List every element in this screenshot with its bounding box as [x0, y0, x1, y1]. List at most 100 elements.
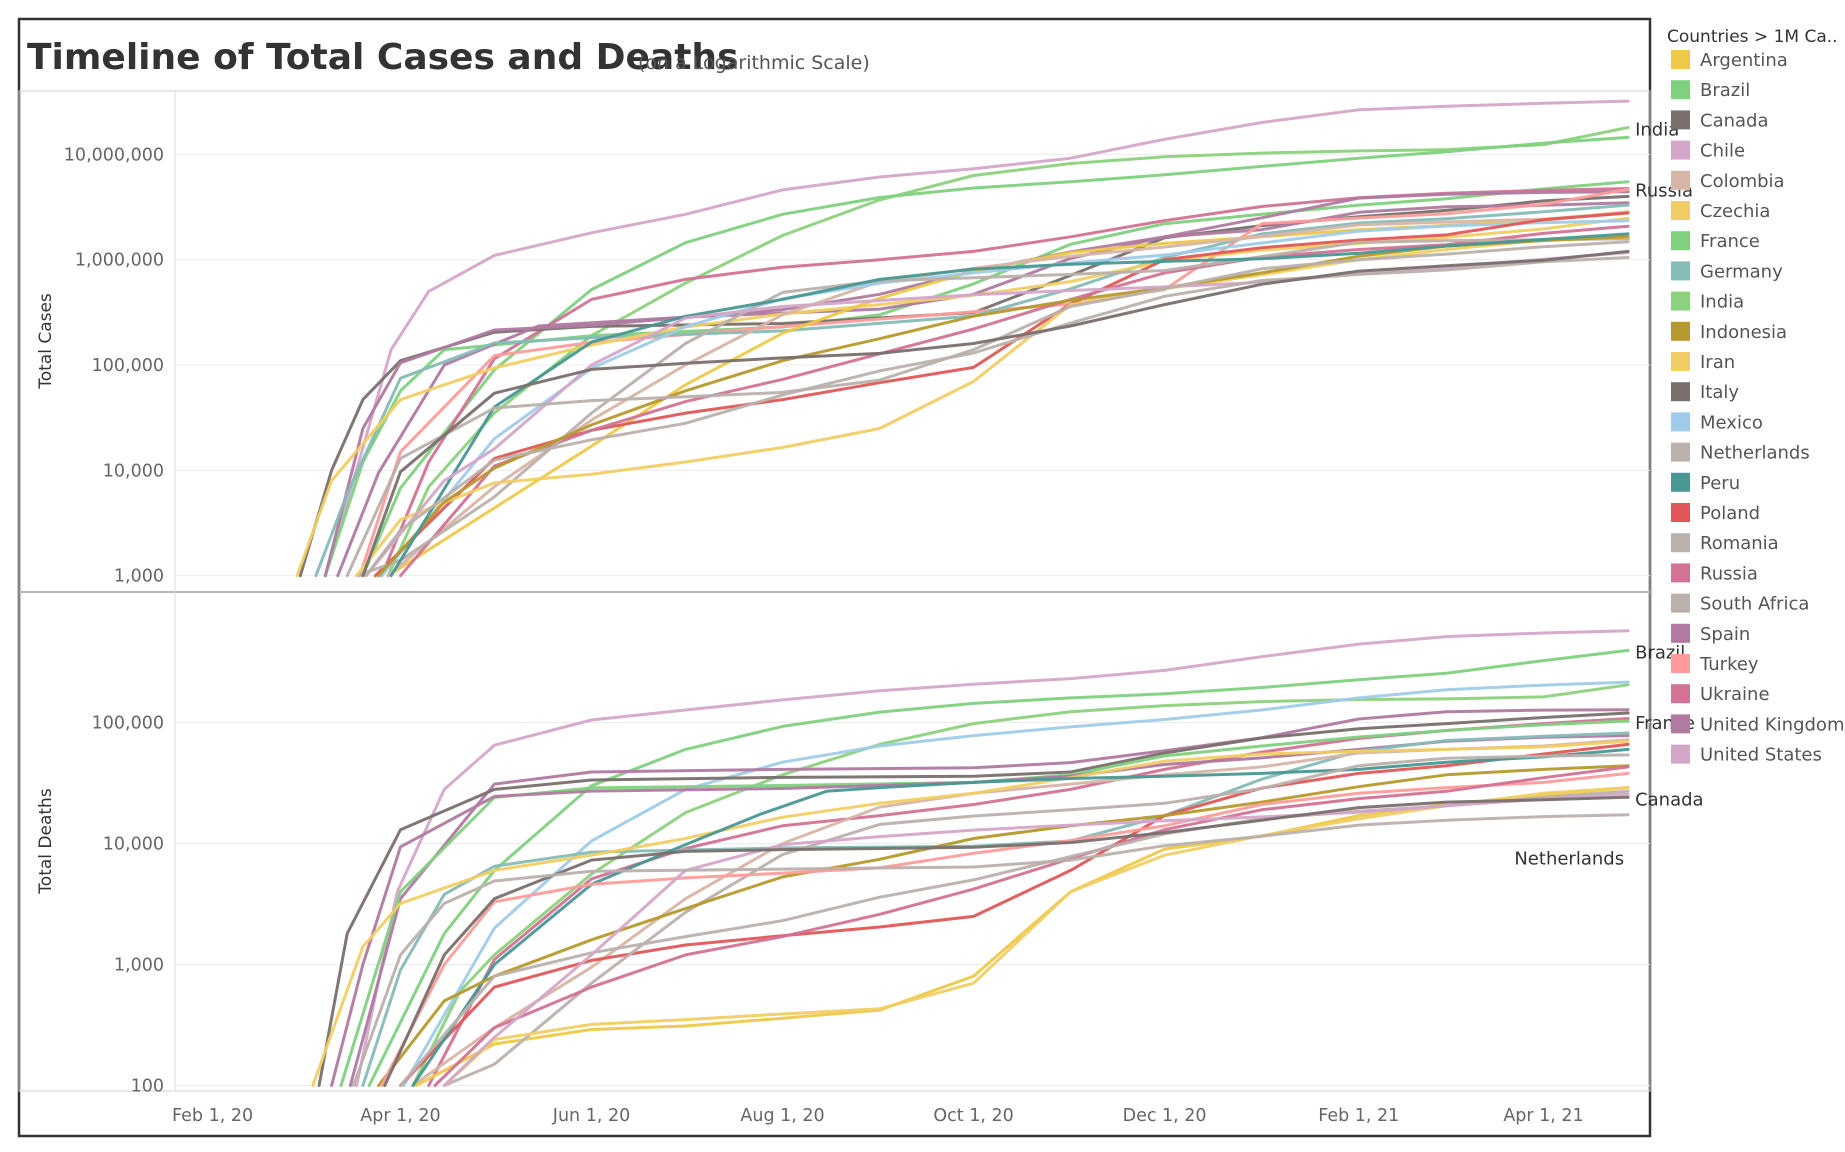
legend-swatch — [1671, 623, 1690, 643]
legend-swatch — [1671, 563, 1690, 583]
legend-item-mexico[interactable]: Mexico — [1671, 412, 1763, 433]
deaths-line-united-states — [355, 629, 1630, 1087]
deaths-line-poland — [399, 742, 1630, 1087]
cases-end-label-india: India — [1635, 120, 1679, 141]
legend-item-brazil[interactable]: Brazil — [1671, 80, 1750, 101]
deaths-y-tick-label: 10,000 — [103, 835, 164, 855]
deaths-line-italy — [317, 711, 1630, 1087]
legend-item-label: Netherlands — [1700, 443, 1810, 464]
cases-line-germany — [314, 203, 1630, 578]
x-tick-label: Aug 1, 20 — [740, 1106, 824, 1126]
deaths-gridlines — [175, 722, 1650, 1086]
cases-line-france — [323, 180, 1630, 578]
cases-y-tick-label: 100,000 — [92, 356, 164, 376]
cases-line-colombia — [386, 211, 1630, 578]
legend-item-label: Germany — [1700, 261, 1783, 282]
cases-line-south-africa — [355, 237, 1630, 578]
legend-swatch — [1671, 472, 1690, 492]
legend-swatch — [1671, 382, 1690, 402]
legend-item-spain[interactable]: Spain — [1671, 623, 1750, 645]
cases-line-netherlands — [345, 240, 1630, 578]
legend-item-poland[interactable]: Poland — [1671, 503, 1760, 524]
deaths-lines — [311, 629, 1630, 1087]
legend-title: Countries > 1M Ca.. — [1667, 27, 1838, 47]
legend-item-united-states[interactable]: United States — [1671, 744, 1822, 766]
legend-swatch — [1671, 654, 1690, 673]
cases-line-india — [386, 126, 1630, 578]
legend-item-label: United States — [1700, 745, 1822, 766]
legend: Countries > 1M Ca.. Argentina Brazil Canad… — [1667, 27, 1844, 766]
legend-swatch — [1671, 533, 1690, 553]
legend-swatch — [1671, 714, 1690, 734]
legend-swatch — [1671, 291, 1690, 311]
deaths-line-mexico — [402, 680, 1630, 1087]
legend-item-label: Peru — [1700, 473, 1740, 494]
legend-swatch — [1671, 321, 1690, 341]
legend-item-germany[interactable]: Germany — [1671, 261, 1783, 282]
legend-item-india[interactable]: India — [1671, 291, 1744, 313]
legend-swatch — [1671, 80, 1690, 100]
legend-item-united-kingdom[interactable]: United Kingdom — [1671, 714, 1844, 735]
legend-item-netherlands[interactable]: Netherlands — [1671, 442, 1810, 464]
legend-item-label: Spain — [1700, 624, 1750, 645]
dashboard-title: Timeline of Total Cases and Deaths — [27, 37, 739, 78]
deaths-line-south-africa — [442, 753, 1630, 1087]
cases-y-tick-label: 10,000,000 — [64, 145, 164, 165]
legend-item-label: South Africa — [1700, 594, 1809, 615]
legend-item-label: Mexico — [1700, 412, 1763, 433]
cases-line-romania — [364, 256, 1630, 578]
legend-item-label: Chile — [1700, 141, 1745, 162]
legend-swatch — [1671, 744, 1690, 764]
legend-item-italy[interactable]: Italy — [1671, 382, 1739, 403]
legend-item-turkey[interactable]: Turkey — [1671, 654, 1759, 675]
legend-item-label: Romania — [1700, 533, 1779, 554]
legend-item-label: Argentina — [1700, 50, 1788, 71]
cases-line-czechia — [355, 235, 1630, 578]
legend-item-russia[interactable]: Russia — [1671, 563, 1758, 584]
legend-item-iran[interactable]: Iran — [1671, 352, 1735, 373]
legend-item-argentina[interactable]: Argentina — [1671, 50, 1788, 71]
legend-item-canada[interactable]: Canada — [1671, 110, 1769, 131]
cases-line-ukraine — [399, 224, 1630, 578]
legend-item-indonesia[interactable]: Indonesia — [1671, 321, 1787, 343]
legend-item-label: Italy — [1700, 382, 1739, 403]
legend-item-south-africa[interactable]: South Africa — [1671, 593, 1809, 615]
dashboard-subtitle: (on a Logarithmic Scale) — [638, 52, 870, 74]
legend-swatch — [1671, 201, 1690, 220]
legend-item-label: Russia — [1700, 563, 1758, 584]
legend-item-label: Canada — [1700, 110, 1769, 131]
deaths-line-iran — [311, 739, 1630, 1087]
x-tick-label: Apr 1, 20 — [360, 1106, 440, 1126]
legend-swatch — [1671, 110, 1690, 130]
x-tick-label: Dec 1, 20 — [1123, 1106, 1207, 1126]
legend-item-label: Iran — [1700, 352, 1735, 373]
cases-y-axis-title: Total Cases — [36, 293, 56, 390]
legend-item-france[interactable]: France — [1671, 231, 1760, 252]
x-tick-label: Apr 1, 21 — [1503, 1106, 1583, 1126]
legend-item-chile[interactable]: Chile — [1671, 140, 1745, 162]
legend-item-ukraine[interactable]: Ukraine — [1671, 684, 1770, 705]
legend-item-colombia[interactable]: Colombia — [1671, 170, 1785, 192]
cases-line-united-states — [323, 99, 1630, 578]
deaths-y-axis-title: Total Deaths — [36, 788, 56, 895]
x-tick-label: Feb 1, 21 — [1318, 1106, 1399, 1126]
deaths-y-tick-label: 100 — [131, 1076, 164, 1096]
cases-y-tick-label: 1,000 — [114, 567, 164, 587]
legend-swatch — [1671, 140, 1690, 160]
legend-item-label: Indonesia — [1700, 322, 1787, 343]
deaths-line-chile — [442, 792, 1630, 1087]
legend-item-czechia[interactable]: Czechia — [1671, 201, 1770, 222]
legend-item-peru[interactable]: Peru — [1671, 472, 1740, 494]
legend-item-label: France — [1700, 231, 1760, 252]
legend-item-label: Brazil — [1700, 80, 1750, 101]
x-tick-label: Feb 1, 20 — [172, 1106, 253, 1126]
cases-y-ticks: 1,000 10,000 100,000 1,000,000 10,000,000 — [64, 145, 164, 586]
legend-item-romania[interactable]: Romania — [1671, 533, 1779, 554]
deaths-y-ticks: 100 1,000 10,000 100,000 — [92, 714, 164, 1097]
deaths-end-label-netherlands: Netherlands — [1514, 849, 1624, 870]
legend-swatch — [1671, 412, 1690, 432]
x-tick-label: Oct 1, 20 — [933, 1106, 1013, 1126]
legend-item-label: Colombia — [1700, 171, 1785, 192]
legend-item-label: Turkey — [1699, 654, 1759, 675]
